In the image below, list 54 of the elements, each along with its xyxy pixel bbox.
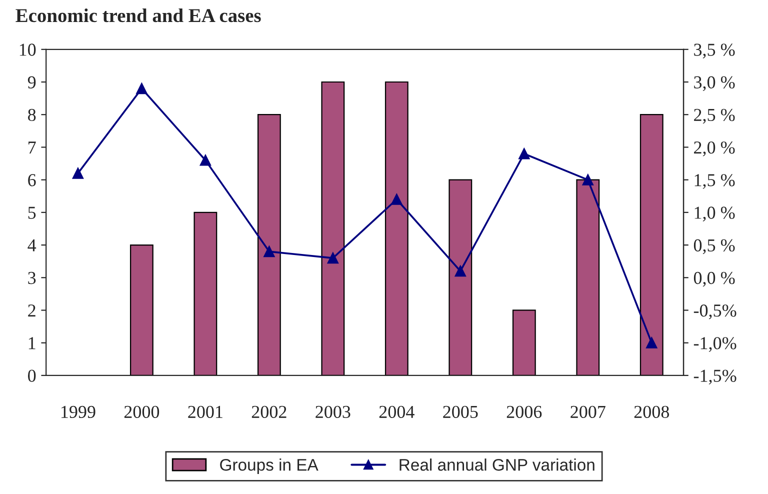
bar [512,310,536,376]
bar [448,179,472,376]
point [200,154,211,166]
point [391,194,402,205]
point [454,266,466,277]
legend-label: Groups in EA [220,458,318,474]
x-tick-label: 2001 [188,406,222,418]
x-tick-label: 1999 [61,406,96,418]
bar [194,212,218,376]
x-tick-label: 2006 [506,406,542,418]
bar [321,81,345,376]
y2-tick-label: 2,5 % [694,108,735,124]
legend-label: Real annual GNP variation [400,458,594,471]
point [72,168,84,179]
y-tick-label: 4 [28,239,36,252]
y2-tick-label: 3,5 % [694,44,735,58]
y2-tick-label: 2,0 % [694,141,735,156]
point [136,82,148,94]
x-tick-label: 2000 [124,406,160,418]
y-tick-label: 6 [28,174,36,186]
bar [257,114,281,376]
y-tick-label: 9 [28,76,36,88]
y2-tick-label: 1,0 % [694,206,735,222]
y-tick-label: 3 [28,272,36,284]
point [264,246,275,258]
y2-tick-label: -1,5% [694,370,736,384]
bar [384,81,408,376]
y-tick-label: 2 [28,304,36,316]
bar [576,179,600,376]
y2-tick-label: 0,0 % [694,272,735,287]
bar [640,114,664,376]
y-tick-label: 10 [20,44,36,56]
x-tick-label: 2002 [252,406,286,418]
x-tick-label: 2007 [570,406,606,418]
y-tick-label: 1 [28,337,36,350]
y2-tick-label: 1,5 % [694,174,735,189]
y2-tick-label: -0,5% [694,304,736,320]
y-tick-label: 7 [28,142,36,154]
y2-tick-label: -1,0% [694,337,736,352]
x-tick-label: 2003 [316,406,350,418]
y2-tick-label: 3,0 % [694,76,735,92]
y-tick-label: 8 [28,108,36,122]
x-tick-label: 2008 [634,406,670,418]
point [646,337,658,348]
y-tick-label: 0 [28,370,36,382]
y2-tick-label: 0,5 % [694,239,735,254]
y-tick-label: 5 [28,206,36,219]
bar [130,244,154,376]
point [518,148,530,160]
point [582,174,594,186]
point [327,252,338,264]
x-tick-label: 2005 [443,406,478,418]
x-tick-label: 2004 [379,406,414,418]
chart-title: Economic trend and EA cases [16,8,261,22]
